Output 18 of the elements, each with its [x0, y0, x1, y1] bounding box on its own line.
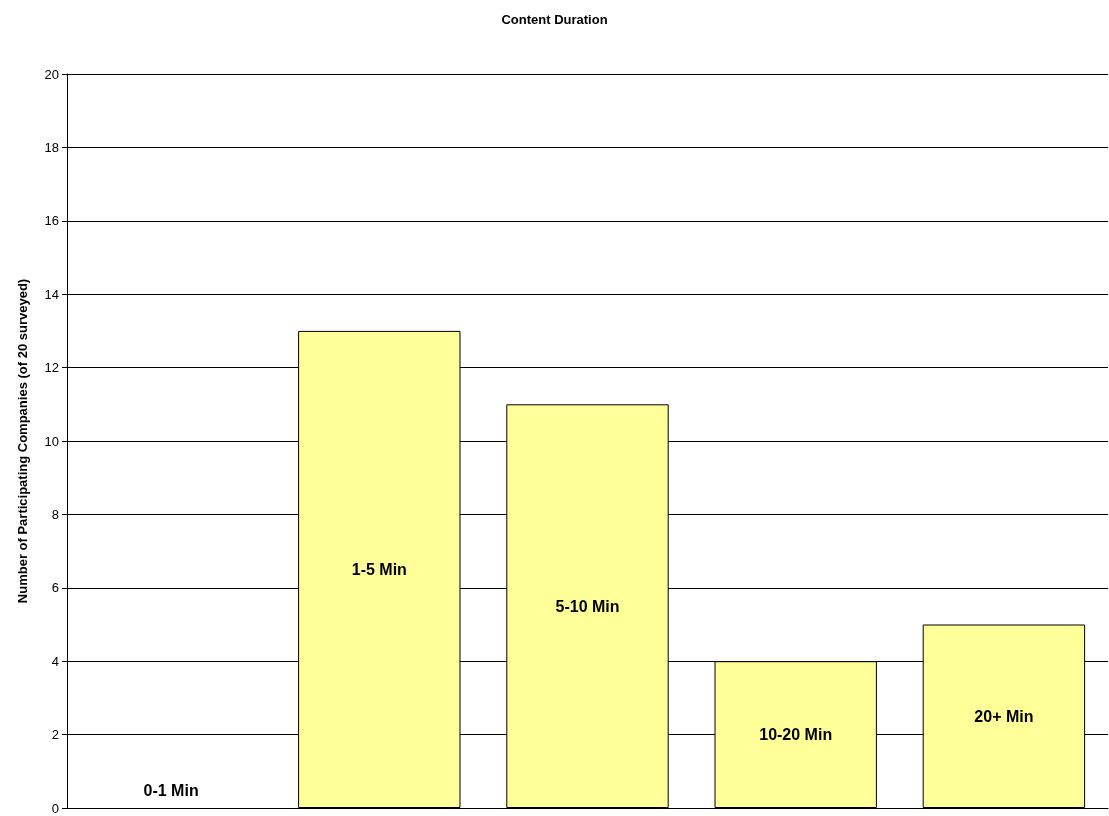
- y-tick-label: 12: [44, 360, 59, 376]
- y-tick-label: 4: [51, 653, 59, 669]
- y-tick-label: 10: [44, 433, 59, 449]
- y-tick-label: 8: [51, 506, 59, 522]
- y-tick-label: 16: [44, 213, 59, 229]
- y-tick-label: 18: [44, 139, 59, 155]
- y-tick-label: 2: [51, 727, 59, 743]
- x-tick-label: 1-5 Min: [351, 560, 407, 578]
- x-tick-label: 0-1 Min: [143, 781, 199, 799]
- y-tick-label: 6: [51, 580, 59, 596]
- y-tick-label: 20: [44, 66, 59, 82]
- y-axis-title: Number of Participating Companies (of 20 surveyed): [15, 278, 30, 604]
- y-tick-label: 0: [51, 800, 59, 816]
- chart-title: Content Duration: [501, 12, 608, 27]
- y-tick-label: 14: [44, 286, 59, 302]
- x-tick-label: 20+ Min: [974, 707, 1034, 725]
- x-tick-label: 5-10 Min: [555, 597, 620, 615]
- x-tick-label: 10-20 Min: [759, 726, 833, 744]
